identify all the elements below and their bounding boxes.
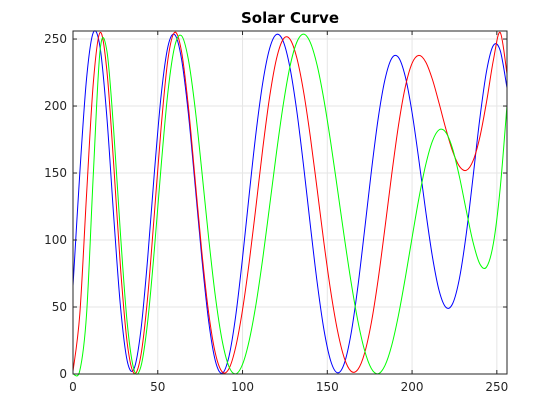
y-tick-label: 0 (59, 367, 67, 381)
x-tick-label: 250 (485, 380, 508, 394)
x-tick-label: 50 (150, 380, 165, 394)
x-tick-label: 0 (69, 380, 77, 394)
y-tick-label: 250 (44, 32, 67, 46)
y-tick-label: 50 (52, 300, 67, 314)
x-tick-label: 200 (401, 380, 424, 394)
x-tick-label: 100 (231, 380, 254, 394)
ticks: 0 50 100 150 200 250 0 50 100 150 200 250 (44, 31, 508, 394)
x-tick-label: 150 (316, 380, 339, 394)
series-line (72, 30, 508, 374)
y-tick-label: 200 (44, 99, 67, 113)
series-group (72, 30, 508, 377)
chart-title: Solar Curve (241, 9, 339, 27)
axes-box (72, 30, 508, 375)
plot-area (73, 31, 507, 374)
y-tick-label: 150 (44, 166, 67, 180)
y-tick-label: 100 (44, 233, 67, 247)
series-line (72, 33, 508, 377)
series-line (72, 31, 508, 375)
